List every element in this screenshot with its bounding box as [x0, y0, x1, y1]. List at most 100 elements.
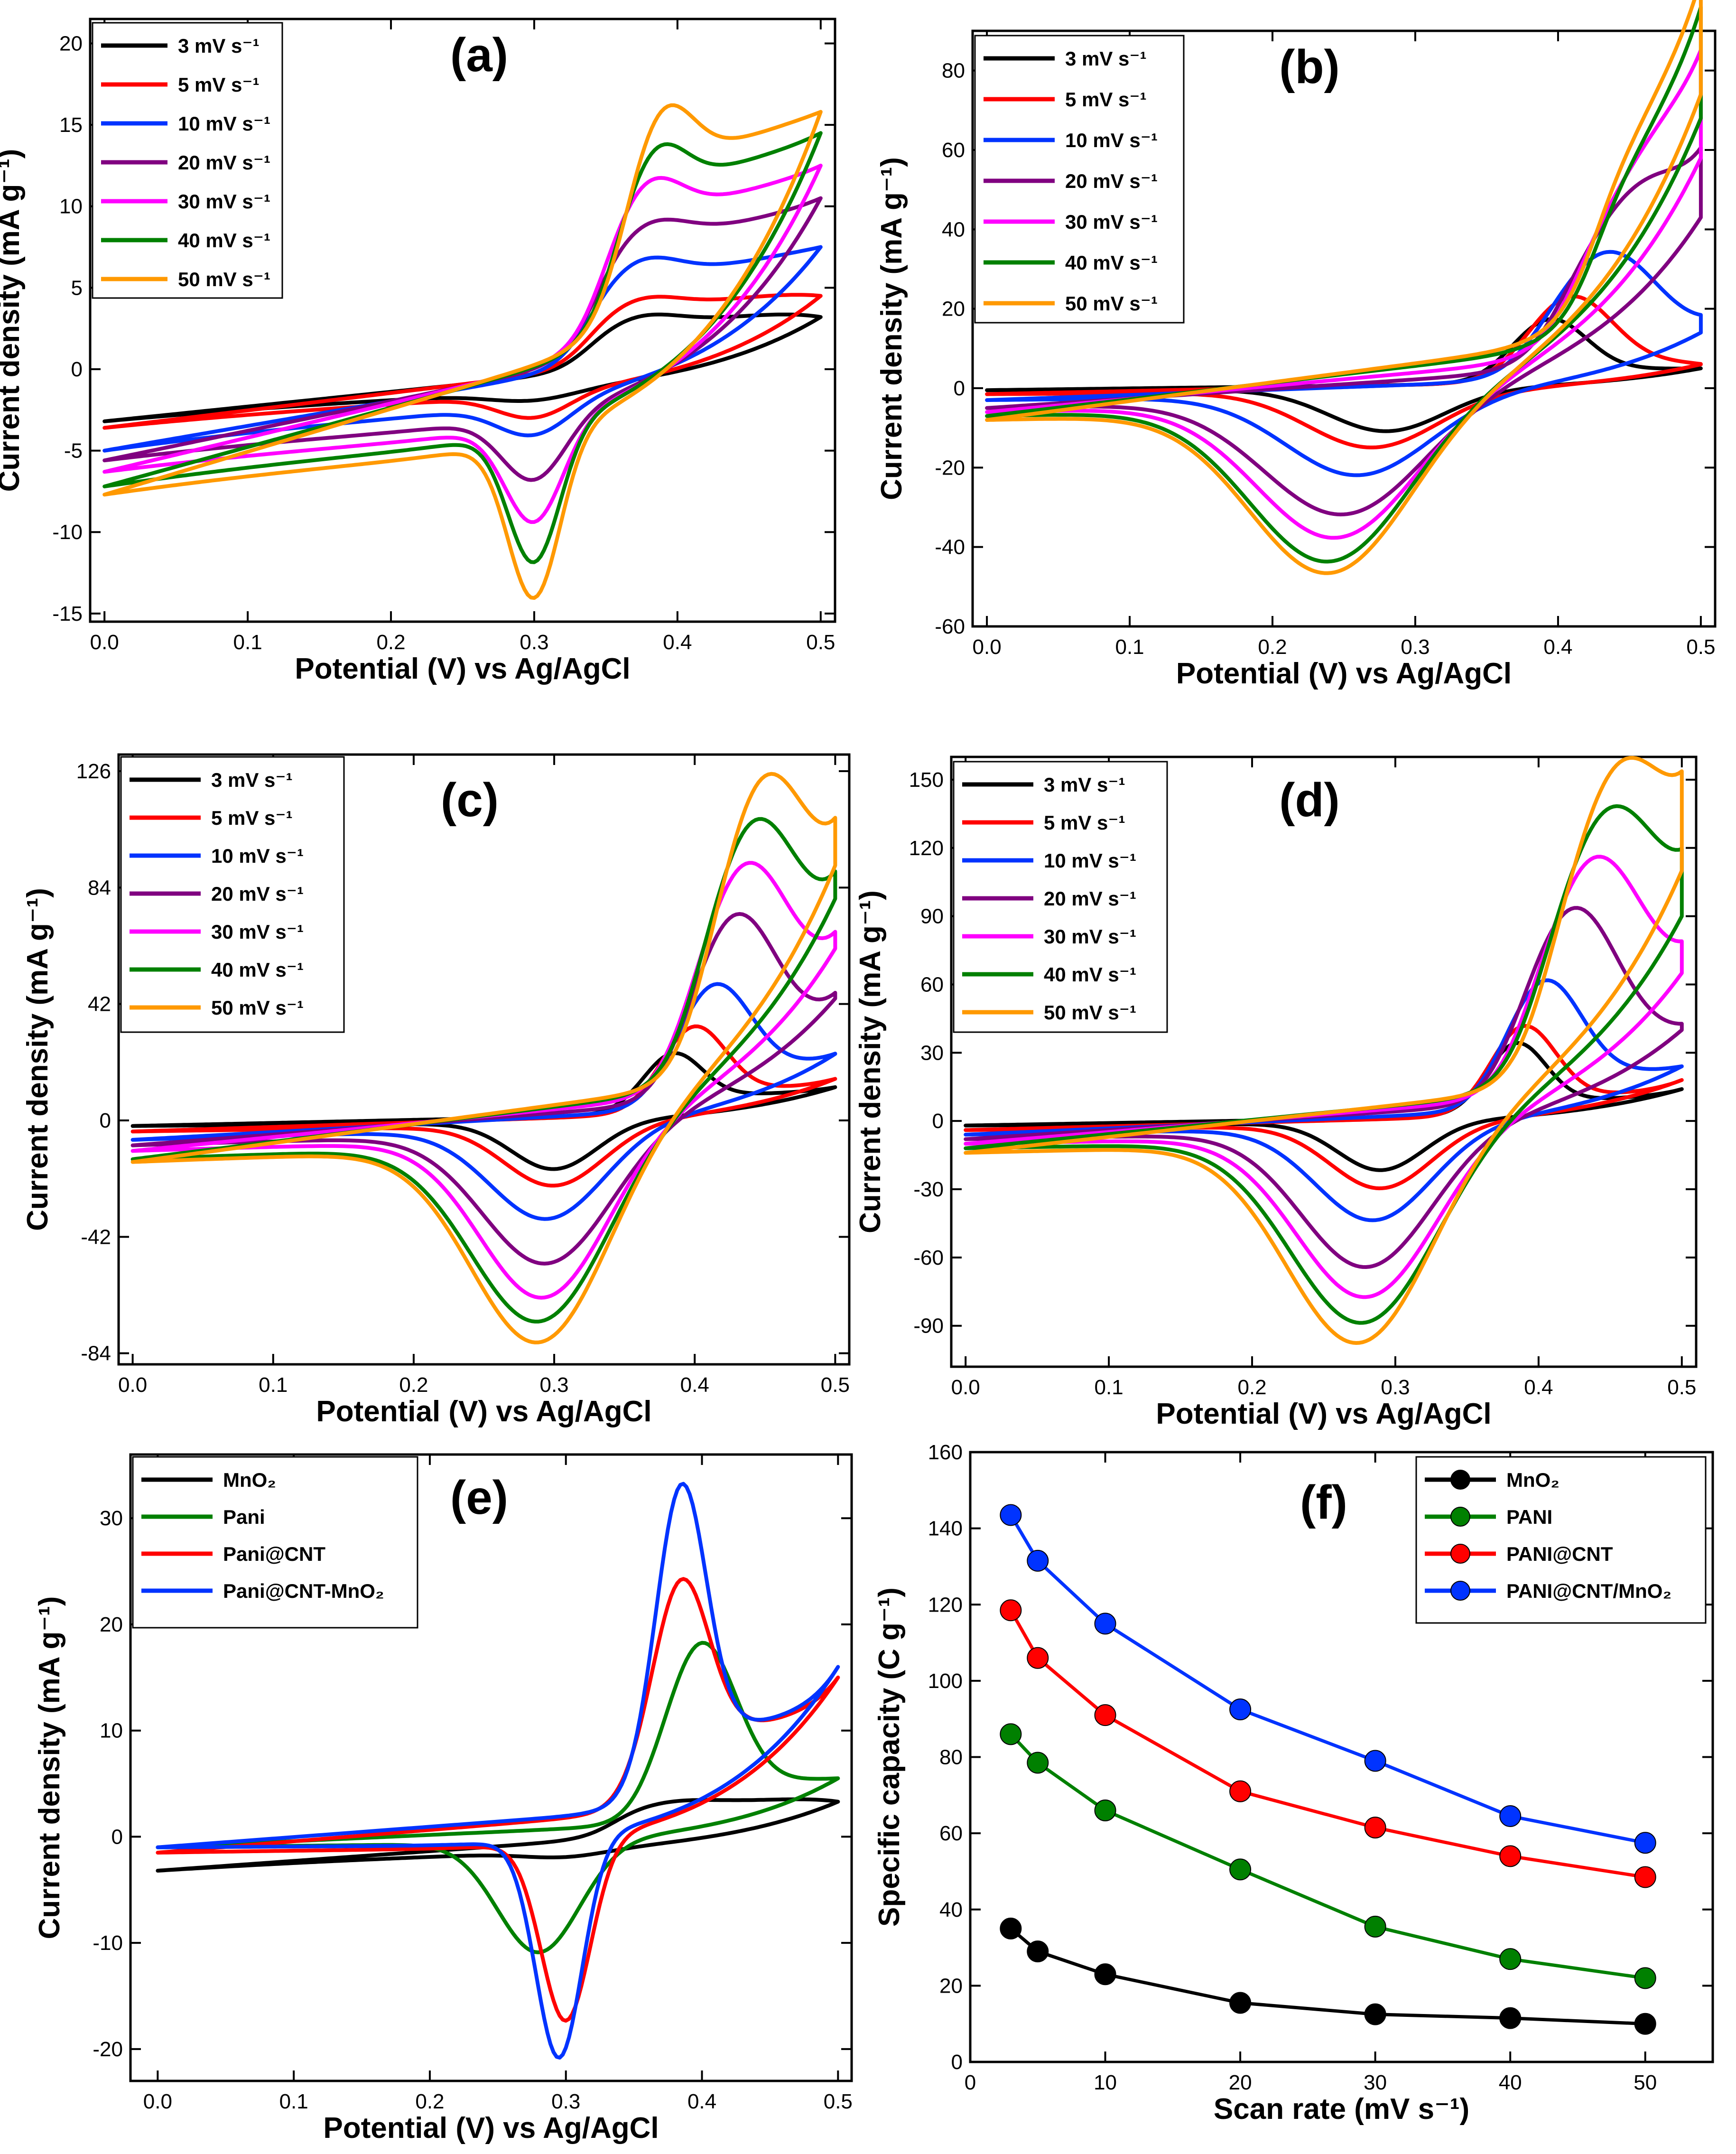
y-tick-label: 0 [954, 377, 965, 400]
x-tick-label: 0.3 [1401, 635, 1430, 659]
data-point [1634, 1866, 1656, 1888]
x-tick-label: 0.5 [824, 2090, 853, 2113]
x-tick-label: 0.1 [279, 2090, 308, 2113]
data-point [1000, 1504, 1022, 1526]
data-point [1499, 1845, 1522, 1867]
data-point [1364, 2003, 1386, 2025]
x-tick-label: 0.1 [1115, 635, 1144, 659]
legend-label: 10 mV s⁻¹ [1044, 849, 1136, 872]
y-tick-label: 20 [942, 298, 965, 321]
panel-a: 0.0 0.1 0.2 0.3 0.4 0.5 -15 -10 -5 0 5 10 15 20 Potent… [0, 18, 836, 685]
cv-curve-20-mV-s- [985, 146, 1703, 517]
y-axis-label: Current density (mA g⁻¹) [875, 157, 908, 500]
x-axis-label: Potential (V) vs Ag/AgCl [295, 653, 630, 685]
data-point [1027, 1647, 1049, 1669]
data-point [1229, 1698, 1252, 1721]
y-tick-label: -60 [913, 1246, 944, 1269]
y-tick-label: 126 [76, 760, 111, 783]
legend-label: 40 mV s⁻¹ [178, 229, 270, 252]
y-tick-label: -90 [913, 1315, 944, 1338]
cv-curve-5-mV-s- [130, 1024, 837, 1188]
panel-b: 0.0 0.1 0.2 0.3 0.4 0.5 -60 -40 -20 0 20 40 60 80 Pote… [875, 0, 1717, 690]
x-tick-label: 0.2 [1237, 1376, 1266, 1399]
y-tick-label: -20 [93, 2038, 123, 2061]
y-tick-label: -42 [81, 1225, 111, 1249]
cv-curve-5-mV-s- [964, 1024, 1684, 1191]
data-point [1000, 1723, 1022, 1745]
data-point [1634, 2013, 1656, 2035]
legend-label: PANI@CNT [1506, 1543, 1613, 1565]
data-point [1094, 1799, 1116, 1821]
panel-label: (c) [441, 774, 499, 827]
y-tick-label: 0 [932, 1110, 944, 1133]
y-tick-label: 150 [909, 768, 944, 792]
data-point [1229, 1780, 1252, 1802]
legend-label: PANI@CNT/MnO₂ [1506, 1580, 1671, 1602]
data-point [1000, 1599, 1022, 1622]
x-axis-label: Potential (V) vs Ag/AgCl [1176, 657, 1512, 690]
panel-c: 0.0 0.1 0.2 0.3 0.4 0.5 -84 -42 0 42 84 126 Potentia… [21, 753, 851, 1428]
legend-box [132, 1456, 418, 1629]
panel-label: (b) [1279, 40, 1340, 93]
x-tick-label: 0.4 [1543, 635, 1572, 659]
panel-label: (a) [450, 28, 508, 82]
y-tick-label: 10 [59, 195, 83, 218]
x-tick-label: 20 [1229, 2071, 1252, 2094]
legend-label: 20 mV s⁻¹ [1044, 887, 1136, 910]
x-tick-label: 50 [1634, 2071, 1657, 2094]
plot-frame [89, 18, 836, 623]
data-point [1499, 1948, 1522, 1970]
cv-curve-50-mV-s- [964, 755, 1684, 1345]
y-tick-label: 20 [100, 1613, 123, 1636]
plot-frame [971, 29, 1717, 628]
x-tick-label: 0.1 [233, 631, 262, 654]
y-tick-label: 0 [100, 1109, 111, 1132]
legend-label: 30 mV s⁻¹ [178, 190, 270, 213]
y-tick-label: -20 [935, 456, 965, 479]
panel-label: (d) [1279, 774, 1340, 827]
y-tick-label: -15 [52, 602, 83, 625]
data-point [1027, 1940, 1049, 1963]
x-axis-label: Potential (V) vs Ag/AgCl [323, 2112, 659, 2145]
y-tick-label: 80 [942, 59, 965, 83]
legend-label: 30 mV s⁻¹ [1065, 211, 1158, 233]
x-tick-label: 0.4 [663, 631, 692, 654]
legend-label: 10 mV s⁻¹ [178, 112, 270, 135]
panel-f: 0 10 20 30 40 50 0 20 40 60 80 100 120 140 160 Scan rat… [873, 1441, 1714, 2126]
cv-curve-Pani-CNT [156, 1577, 840, 2023]
x-tick-label: 0.2 [415, 2090, 444, 2113]
y-tick-label: 0 [71, 358, 83, 381]
legend-label: MnO₂ [1506, 1469, 1560, 1491]
y-tick-label: 0 [111, 1825, 123, 1848]
x-tick-label: 10 [1094, 2071, 1117, 2094]
x-tick-label: 0.3 [539, 1373, 568, 1397]
legend-label: 50 mV s⁻¹ [211, 997, 304, 1019]
legend-label: 5 mV s⁻¹ [1065, 88, 1147, 111]
data-point [1634, 1832, 1656, 1854]
cv-curve-30-mV-s- [102, 163, 823, 524]
data-point [1364, 1750, 1386, 1772]
y-tick-label: 120 [928, 1593, 963, 1616]
plot-frame [129, 1453, 853, 2082]
legend-marker [1450, 1544, 1470, 1564]
y-axis-label: Current density (mA g⁻¹) [0, 149, 26, 492]
cv-curve-Pani-CNT-MnO- [156, 1482, 840, 2060]
legend-label: 20 mV s⁻¹ [178, 151, 270, 174]
x-tick-label: 30 [1364, 2071, 1387, 2094]
y-tick-label: 160 [928, 1441, 963, 1464]
legend-label: 5 mV s⁻¹ [178, 74, 260, 96]
legend-label: 3 mV s⁻¹ [178, 35, 260, 57]
data-point [1229, 1858, 1252, 1881]
data-point [1499, 1805, 1522, 1827]
cv-curve-50-mV-s- [102, 103, 823, 600]
cv-curve-MnO- [156, 1797, 840, 1873]
panel-label: (f) [1300, 1476, 1347, 1529]
y-tick-label: -40 [935, 536, 965, 559]
x-tick-label: 0.4 [1524, 1376, 1553, 1399]
y-tick-label: 40 [939, 1898, 963, 1921]
y-axis-label: Current density (mA g⁻¹) [33, 1596, 66, 1940]
x-tick-label: 40 [1499, 2071, 1522, 2094]
x-tick-label: 0.5 [806, 631, 835, 654]
y-axis-label: Current density (mA g⁻¹) [854, 890, 887, 1233]
x-tick-label: 0.4 [687, 2090, 716, 2113]
